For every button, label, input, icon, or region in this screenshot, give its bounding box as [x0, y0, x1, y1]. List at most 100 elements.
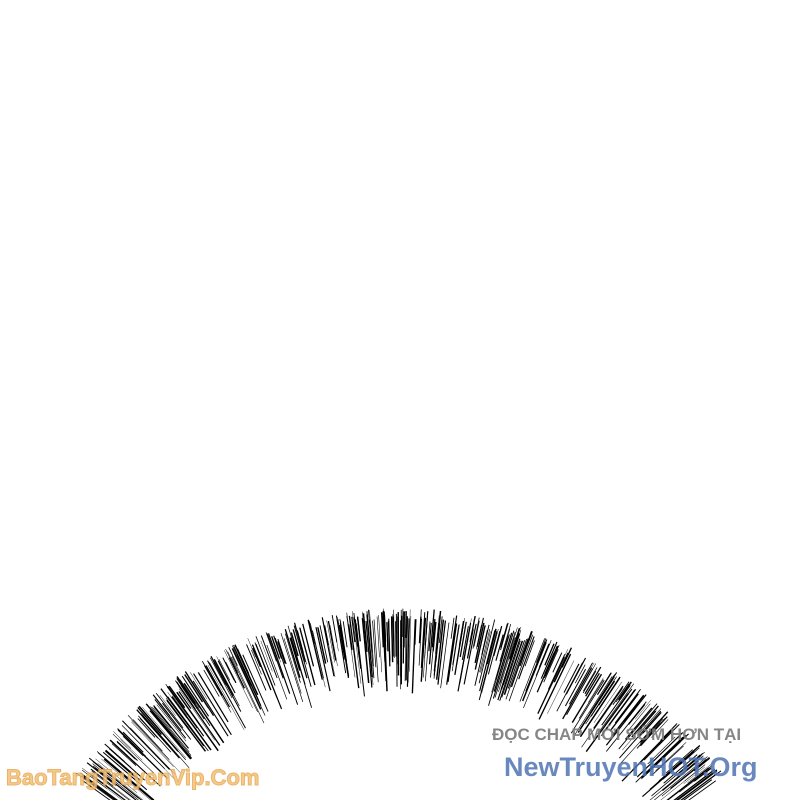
speed-line — [647, 736, 676, 765]
speed-line — [302, 623, 315, 667]
speed-line — [127, 715, 170, 760]
speed-line — [324, 625, 329, 646]
speed-line — [203, 669, 220, 697]
speed-line — [601, 684, 631, 726]
speed-line — [579, 672, 618, 730]
speed-line — [159, 695, 176, 716]
speed-line — [679, 767, 712, 793]
speed-line — [501, 640, 521, 698]
speed-line — [315, 627, 331, 692]
speed-line — [236, 655, 266, 716]
speed-line — [121, 725, 165, 769]
speed-line — [501, 629, 522, 690]
speed-line — [331, 615, 338, 643]
speed-line — [102, 751, 148, 791]
speed-line — [593, 685, 624, 729]
speed-line — [474, 624, 490, 686]
speed-line — [428, 622, 432, 652]
speed-line — [402, 611, 405, 664]
speed-line — [482, 629, 488, 651]
speed-line — [150, 706, 192, 756]
speed-line — [627, 703, 651, 732]
speed-line — [183, 682, 225, 744]
speed-line — [681, 770, 722, 800]
speed-line — [623, 695, 644, 722]
speed-line — [292, 629, 308, 679]
speed-line — [353, 617, 358, 647]
speed-line — [433, 622, 441, 676]
speed-line — [156, 704, 187, 742]
speed-line — [251, 644, 272, 691]
speed-line — [563, 663, 580, 693]
speed-line — [351, 616, 356, 643]
speed-line — [112, 733, 155, 774]
speed-line — [683, 766, 705, 784]
speed-line — [552, 652, 563, 673]
watermark-newtruyenhot: NewTruyenHOT.Org — [504, 752, 758, 782]
speed-line — [450, 617, 455, 639]
speed-line — [481, 628, 499, 694]
speed-line — [290, 637, 313, 708]
speed-line — [260, 635, 278, 679]
speed-line — [361, 618, 370, 684]
speed-line — [351, 611, 362, 684]
speed-line — [247, 638, 256, 658]
speed-line — [424, 611, 429, 645]
speed-line — [277, 638, 287, 665]
speed-line — [459, 621, 467, 658]
watermark-baotangtruyenvip: BaoTangTruyenVip.Com — [5, 765, 260, 791]
speed-line — [510, 638, 529, 688]
speed-line — [378, 615, 382, 673]
speed-line — [540, 647, 555, 680]
speed-line — [683, 751, 705, 770]
speed-line — [176, 676, 211, 727]
speed-line — [197, 672, 229, 723]
speed-line — [545, 644, 560, 677]
speed-line — [91, 771, 130, 800]
speed-line — [116, 740, 138, 761]
speed-line — [649, 756, 702, 800]
speed-line — [535, 638, 547, 663]
speed-line — [651, 754, 701, 797]
speed-line — [254, 642, 278, 699]
speed-line — [598, 680, 616, 706]
speed-line — [168, 685, 186, 709]
speed-line — [687, 761, 715, 784]
speed-line — [493, 625, 503, 656]
speed-line — [582, 670, 597, 694]
speed-line — [584, 666, 602, 695]
speed-line — [86, 762, 117, 786]
speed-line — [265, 632, 277, 662]
speed-line — [339, 623, 347, 665]
speed-line — [233, 644, 260, 701]
speed-line — [395, 613, 398, 687]
speed-line — [355, 623, 365, 697]
speed-line — [640, 734, 687, 779]
speed-line — [508, 634, 534, 702]
speed-line — [593, 681, 623, 724]
speed-line — [488, 634, 510, 706]
speed-line — [405, 616, 408, 681]
speed-line — [663, 754, 698, 784]
speed-line — [553, 656, 567, 683]
speed-line — [384, 614, 387, 642]
speed-line — [366, 614, 373, 677]
speed-line — [487, 631, 501, 675]
speed-line — [284, 628, 301, 678]
speed-line — [524, 640, 535, 667]
speed-line — [679, 752, 704, 774]
speed-line — [193, 673, 232, 736]
speed-line — [141, 714, 172, 749]
speed-line — [356, 616, 361, 638]
speed-line — [693, 757, 711, 772]
speed-line — [683, 779, 713, 800]
speed-line — [538, 643, 550, 668]
speed-line — [207, 664, 245, 730]
speed-line — [614, 688, 641, 724]
speed-line — [280, 633, 304, 703]
speed-line — [184, 671, 215, 717]
speed-line — [111, 743, 137, 766]
speed-line — [451, 624, 460, 672]
speed-line — [585, 693, 629, 753]
